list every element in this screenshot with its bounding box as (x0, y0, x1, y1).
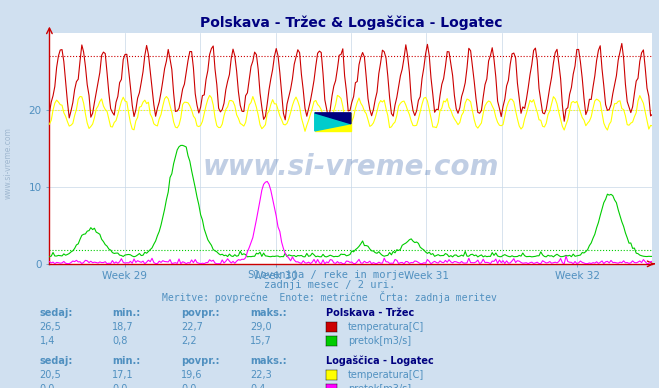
Text: temperatura[C]: temperatura[C] (348, 322, 424, 333)
Text: sedaj:: sedaj: (40, 356, 73, 366)
Polygon shape (315, 113, 351, 124)
Text: Logaščica - Logatec: Logaščica - Logatec (326, 356, 434, 366)
Text: zadnji mesec / 2 uri.: zadnji mesec / 2 uri. (264, 280, 395, 290)
Text: 15,7: 15,7 (250, 336, 272, 346)
Text: 0,0: 0,0 (112, 384, 127, 388)
Text: www.si-vreme.com: www.si-vreme.com (203, 153, 499, 181)
Text: povpr.:: povpr.: (181, 308, 219, 319)
Text: 19,6: 19,6 (181, 370, 203, 380)
Text: pretok[m3/s]: pretok[m3/s] (348, 336, 411, 346)
Text: 20,5: 20,5 (40, 370, 61, 380)
Text: 22,3: 22,3 (250, 370, 272, 380)
Text: maks.:: maks.: (250, 356, 287, 366)
Text: 17,1: 17,1 (112, 370, 134, 380)
Text: Polskava - Tržec: Polskava - Tržec (326, 308, 415, 319)
Bar (315, 113, 351, 131)
Polygon shape (315, 113, 351, 131)
Text: Slovenija / reke in morje.: Slovenija / reke in morje. (248, 270, 411, 280)
Text: maks.:: maks.: (250, 308, 287, 319)
Text: Meritve: povprečne  Enote: metrične  Črta: zadnja meritev: Meritve: povprečne Enote: metrične Črta:… (162, 291, 497, 303)
Text: 0,4: 0,4 (250, 384, 266, 388)
Text: sedaj:: sedaj: (40, 308, 73, 319)
Text: pretok[m3/s]: pretok[m3/s] (348, 384, 411, 388)
Text: povpr.:: povpr.: (181, 356, 219, 366)
Text: 0,0: 0,0 (40, 384, 55, 388)
Text: 0,0: 0,0 (181, 384, 196, 388)
Title: Polskava - Tržec & Logaščica - Logatec: Polskava - Tržec & Logaščica - Logatec (200, 16, 502, 30)
Text: 22,7: 22,7 (181, 322, 203, 333)
Text: min.:: min.: (112, 308, 140, 319)
Text: 18,7: 18,7 (112, 322, 134, 333)
Text: www.si-vreme.com: www.si-vreme.com (3, 127, 13, 199)
Text: min.:: min.: (112, 356, 140, 366)
Text: 1,4: 1,4 (40, 336, 55, 346)
Text: 2,2: 2,2 (181, 336, 197, 346)
Text: 0,8: 0,8 (112, 336, 127, 346)
Text: 26,5: 26,5 (40, 322, 61, 333)
Text: 29,0: 29,0 (250, 322, 272, 333)
Text: temperatura[C]: temperatura[C] (348, 370, 424, 380)
